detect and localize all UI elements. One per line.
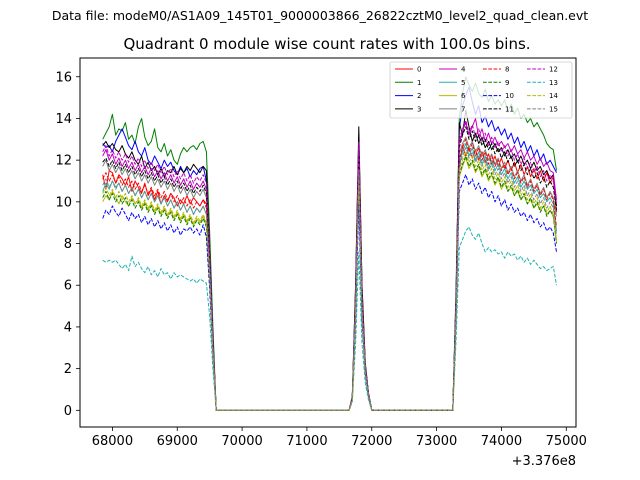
series-layer: [102, 76, 557, 411]
series-line-8: [102, 138, 557, 411]
y-tick-label: 6: [64, 279, 72, 294]
y-tick-label: 14: [55, 112, 72, 127]
x-axis-offset-label: +3.376e8: [512, 454, 576, 469]
legend-label-9: 9: [505, 79, 509, 87]
x-tick-label: 68000: [92, 434, 133, 449]
legend-label-14: 14: [549, 92, 558, 100]
x-tick-label: 70000: [221, 434, 262, 449]
axes-background: [80, 58, 576, 427]
x-tick-label: 74000: [481, 434, 522, 449]
legend-label-15: 15: [549, 105, 558, 113]
legend-label-13: 13: [549, 79, 558, 87]
y-tick-label: 16: [55, 70, 72, 85]
y-tick-label: 8: [64, 237, 72, 252]
x-axis-ticks: 68000 69000 70000 71000 72000 73000 74000 75000: [92, 427, 587, 449]
chart-title: Quadrant 0 module wise count rates with …: [123, 35, 530, 53]
axes-frame: [79, 57, 577, 428]
legend-label-12: 12: [549, 66, 558, 74]
y-tick-label: 10: [55, 195, 72, 210]
legend-label-1: 1: [417, 79, 421, 87]
x-tick-label: 69000: [157, 434, 198, 449]
legend-label-11: 11: [505, 105, 514, 113]
legend-label-5: 5: [461, 79, 465, 87]
legend-label-3: 3: [417, 105, 421, 113]
x-tick-label: 73000: [416, 434, 457, 449]
series-line-15: [102, 147, 557, 411]
y-tick-label: 0: [64, 404, 72, 419]
legend-box: [389, 61, 573, 119]
series-line-13: [102, 226, 557, 411]
legend-label-8: 8: [505, 66, 509, 74]
legend-label-10: 10: [505, 92, 514, 100]
x-tick-label: 72000: [351, 434, 392, 449]
legend-label-0: 0: [417, 66, 421, 74]
y-axis-ticks: 0 2 4 6 8 10 12 14 16: [55, 70, 80, 419]
y-tick-label: 12: [55, 154, 72, 169]
y-tick-label: 2: [64, 362, 72, 377]
chart-suptitle: Data file: modeM0/AS1A09_145T01_90000038…: [52, 8, 588, 23]
x-tick-label: 71000: [286, 434, 327, 449]
y-tick-label: 4: [64, 320, 72, 335]
plot-area: 68000 69000 70000 71000 72000 73000 74000 75000…: [55, 57, 587, 469]
legend-label-4: 4: [461, 66, 466, 74]
x-tick-label: 75000: [546, 434, 587, 449]
legend-label-2: 2: [417, 92, 421, 100]
legend-label-6: 6: [461, 92, 466, 100]
legend-label-7: 7: [461, 105, 465, 113]
